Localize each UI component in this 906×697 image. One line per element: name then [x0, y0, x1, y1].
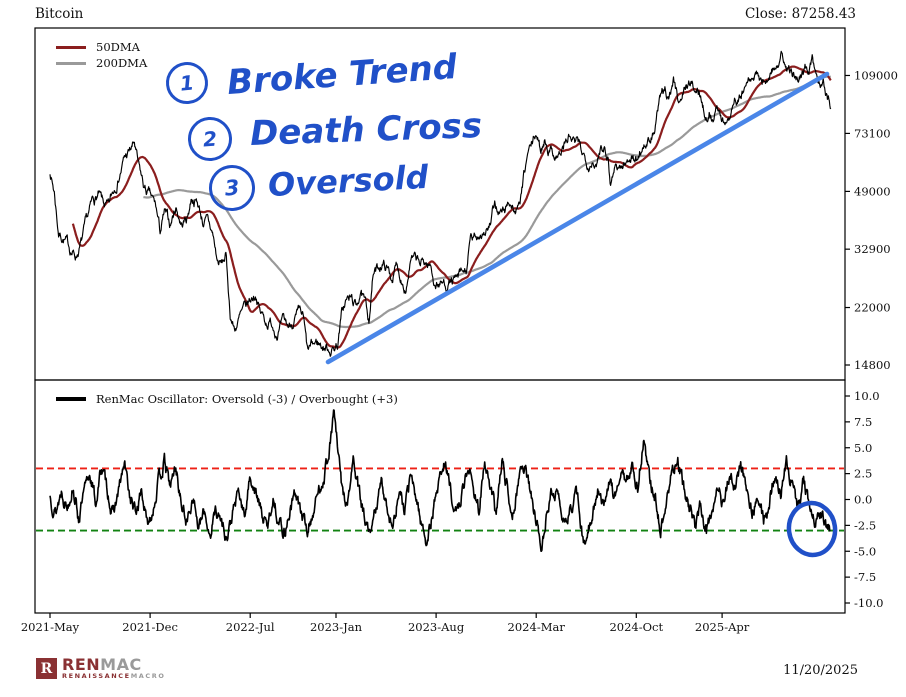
renmac-logo-text: RENMAC RENAISSANCEMACRO: [62, 655, 166, 681]
report-date: 11/20/2025: [783, 663, 858, 678]
legend-item-50dma: 50DMA: [56, 39, 147, 55]
logo-mac: MAC: [100, 655, 142, 674]
renmac-logo: R RENMAC RENAISSANCEMACRO: [36, 655, 166, 681]
main-legend: 50DMA 200DMA: [56, 39, 147, 71]
oscillator-label: RenMac Oscillator: Oversold (-3) / Overb…: [96, 392, 398, 406]
svg-text:73100: 73100: [854, 126, 891, 140]
50dma-label: 50DMA: [96, 40, 140, 54]
svg-text:-10.0: -10.0: [854, 596, 884, 610]
200dma-label: 200DMA: [96, 56, 148, 70]
logo-renaissance: RENAISSANCE: [62, 672, 131, 680]
svg-text:2021-Dec: 2021-Dec: [122, 620, 178, 634]
svg-text:5.0: 5.0: [854, 441, 872, 455]
logo-ren: REN: [62, 655, 101, 674]
svg-text:2023-Jan: 2023-Jan: [310, 620, 363, 634]
200dma-line-swatch: [56, 61, 86, 65]
svg-text:-7.5: -7.5: [854, 570, 876, 584]
svg-text:2023-Aug: 2023-Aug: [408, 620, 465, 634]
svg-text:10.0: 10.0: [854, 389, 880, 403]
svg-text:7.5: 7.5: [854, 415, 872, 429]
logo-macro: MACRO: [130, 672, 166, 680]
svg-text:22000: 22000: [854, 301, 891, 315]
svg-text:2.5: 2.5: [854, 467, 872, 481]
50dma-line-swatch: [56, 45, 86, 49]
svg-text:14800: 14800: [854, 358, 891, 372]
close-value: Close: 87258.43: [745, 6, 856, 22]
svg-text:49000: 49000: [854, 184, 891, 198]
legend-item-200dma: 200DMA: [56, 55, 147, 71]
svg-text:2024-Mar: 2024-Mar: [508, 620, 566, 634]
oscillator-line-swatch: [56, 397, 86, 401]
svg-text:32900: 32900: [854, 242, 891, 256]
svg-text:-5.0: -5.0: [854, 544, 876, 558]
renmac-logo-mark: R: [36, 658, 57, 679]
svg-text:-2.5: -2.5: [854, 518, 876, 532]
svg-text:2024-Oct: 2024-Oct: [609, 620, 663, 634]
chart-title: Bitcoin: [35, 6, 84, 22]
oscillator-legend: RenMac Oscillator: Oversold (-3) / Overb…: [56, 392, 398, 406]
svg-text:2021-May: 2021-May: [21, 620, 80, 634]
svg-text:2022-Jul: 2022-Jul: [226, 620, 275, 634]
svg-text:2025-Apr: 2025-Apr: [695, 620, 750, 634]
svg-text:109000: 109000: [854, 68, 898, 82]
svg-text:0.0: 0.0: [854, 493, 872, 507]
